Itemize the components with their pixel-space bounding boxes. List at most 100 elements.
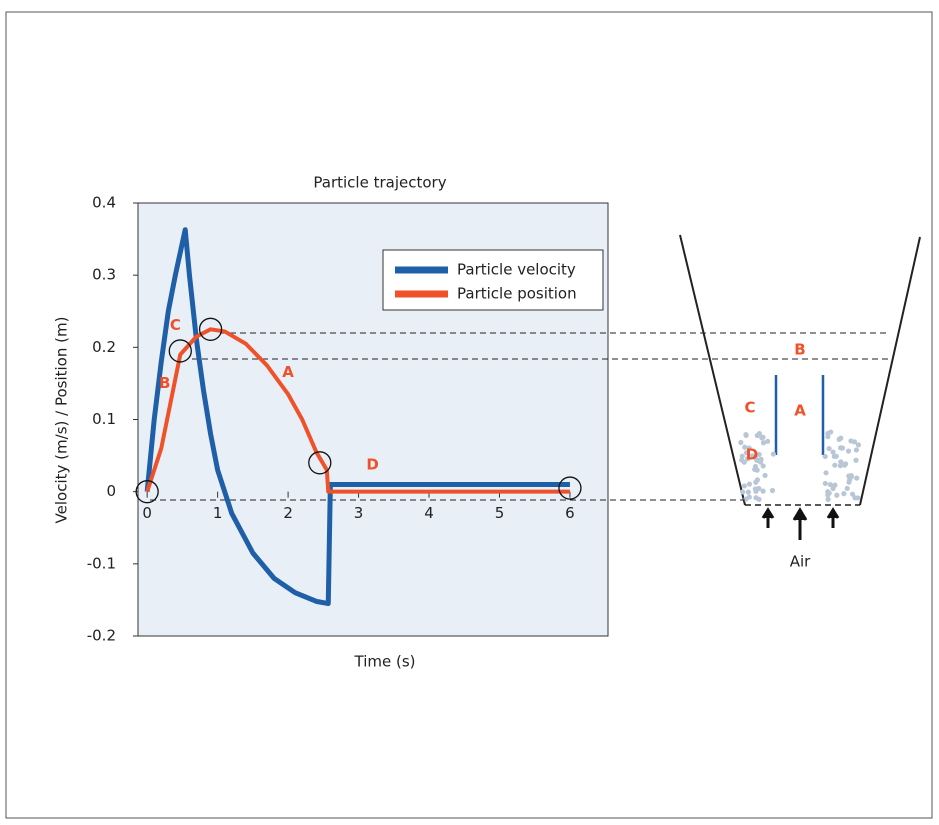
particle [842,461,849,467]
particle [746,494,752,500]
particles [738,429,862,502]
particle [825,496,831,502]
particle [770,451,777,457]
y-axis-label: Velocity (m/s) / Position (m) [53,317,71,524]
particle [746,445,752,451]
air-arrow [761,507,775,528]
particle [754,477,761,483]
y-tick-label: 0.2 [92,338,116,356]
series-line [144,227,570,607]
x-tick-label: 5 [495,504,505,522]
particle [756,451,762,458]
y-tick-label: 0.1 [92,410,116,428]
fluidized-bed-diagram: B C A D Air [679,234,921,571]
air-arrow [792,507,808,540]
vessel-wall [679,234,746,506]
particle [825,434,831,440]
particle [855,442,862,448]
x-axis-label: Time (s) [354,653,416,671]
particle [848,472,854,479]
y-tick-label: 0.3 [92,266,116,284]
particle [844,485,850,492]
legend-box [382,249,604,311]
y-tick-label: 0 [106,482,116,500]
highlight-circle [558,476,582,500]
annotation: A [282,363,294,381]
particle [742,444,748,450]
particle [838,459,844,465]
particle [822,453,828,460]
particle [853,457,859,463]
particle [826,490,832,496]
particle [849,491,856,497]
particle [834,492,840,498]
particle [741,483,747,489]
particle [745,489,751,495]
x-tick-label: 2 [283,504,293,522]
particle [854,475,860,481]
particle [738,439,744,446]
y-tick-label: -0.1 [87,554,116,572]
zone-label: D [746,446,758,464]
highlight-circle [135,480,159,504]
series-line [145,327,570,494]
particle [752,466,758,473]
particle [827,481,833,488]
particle [830,449,836,455]
particle [837,463,843,469]
particle [743,450,750,456]
particle [743,431,749,438]
particle [760,488,766,494]
vessel-wall [859,236,921,506]
particle [826,445,832,452]
x-tick-label: 1 [213,504,223,522]
air-label: Air [790,553,811,571]
particle [739,453,745,459]
particle [769,487,776,494]
particle [841,491,847,497]
particle [760,463,766,469]
particle [828,429,834,435]
highlight-circle [168,339,192,363]
particle [756,485,762,492]
particle [852,495,858,501]
zone-label: B [794,341,805,359]
particle [823,470,829,476]
legend-label: Particle velocity [457,261,576,279]
annotation: B [159,374,170,392]
particle [762,472,768,479]
particle [831,453,837,460]
particle [838,445,845,451]
y-tick-label: -0.2 [87,627,116,645]
particle [746,481,753,487]
annotation: C [170,316,181,334]
annotation: D [366,455,378,473]
highlight-circle [198,317,223,341]
y-tick-label: 0.4 [92,194,116,212]
particle [744,456,751,462]
chart-title: Particle trajectory [313,174,446,192]
particle [756,496,762,502]
particle [847,476,853,483]
particle [755,458,762,464]
highlight-circle [308,451,332,475]
particle [765,438,771,444]
zone-label: C [744,399,755,417]
particle [851,439,858,445]
particle [832,462,838,468]
x-tick-label: 4 [424,504,434,522]
particle [759,435,765,441]
particle [836,436,842,443]
x-tick-label: 0 [142,504,152,522]
particle [760,440,767,446]
particle [822,480,828,487]
zone-label: A [794,402,806,420]
particle [830,485,836,492]
legend-label: Particle position [457,285,577,303]
particle [739,457,745,463]
air-arrow [826,507,840,528]
particle [754,432,760,439]
x-tick-label: 6 [565,504,575,522]
particle [853,447,859,453]
